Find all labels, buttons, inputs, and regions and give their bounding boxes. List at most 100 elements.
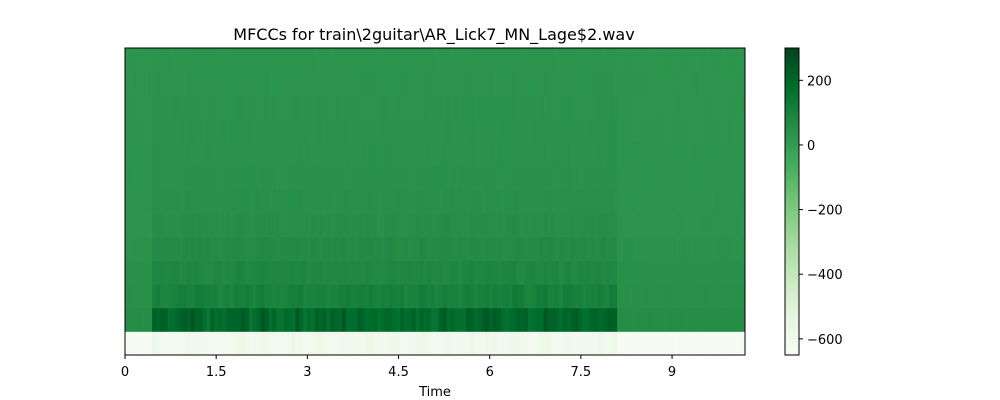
heatmap-cell [477,166,482,191]
heatmap-cell [404,71,409,96]
heatmap-cell [349,166,355,191]
heatmap-cell [349,307,355,332]
heatmap-cell [555,260,560,285]
heatmap-cell [655,95,661,120]
heatmap-cell [559,95,564,120]
heatmap-cell [652,284,657,309]
heatmap-cell [493,213,498,238]
heatmap-cell [206,189,211,214]
heatmap-cell [702,95,707,120]
heatmap-cell [435,189,440,214]
heatmap-cell [698,260,703,285]
heatmap-cell [392,142,397,167]
heatmap-cell [419,260,424,285]
heatmap-cell [485,48,490,73]
heatmap-cell [477,236,482,261]
heatmap-cell [528,189,533,214]
heatmap-cell [125,307,130,332]
heatmap-cell [516,213,521,238]
heatmap-cell [376,236,382,261]
heatmap-cell [190,260,196,285]
heatmap-cell [566,236,572,261]
heatmap-cell [415,213,420,238]
heatmap-cell [729,142,734,167]
heatmap-cell [190,213,196,238]
heatmap-cell [194,71,200,96]
heatmap-cell [613,118,618,143]
heatmap-cell [198,331,203,356]
heatmap-cell [497,331,502,356]
heatmap-cell [175,260,180,285]
heatmap-cell [214,95,219,120]
heatmap-cell [225,95,231,120]
heatmap-cell [438,142,444,167]
heatmap-cell [535,331,541,356]
heatmap-cell [190,307,196,332]
heatmap-cell [311,331,316,356]
heatmap-cell [136,71,141,96]
heatmap-cell [345,142,351,167]
heatmap-cell [555,189,560,214]
heatmap-cell [187,118,192,143]
heatmap-cell [694,236,699,261]
heatmap-cell [508,95,513,120]
heatmap-cell [617,260,622,285]
heatmap-cell [648,213,653,238]
heatmap-cell [524,142,529,167]
heatmap-cell [671,71,676,96]
heatmap-cell [252,260,258,285]
heatmap-cell [225,166,231,191]
heatmap-cell [683,71,688,96]
heatmap-cell [539,236,544,261]
heatmap-cell [551,48,556,73]
x-tick-label: 0 [121,365,129,380]
heatmap-cell [338,213,343,238]
heatmap-cell [241,48,246,73]
heatmap-cell [218,213,223,238]
heatmap-cell [144,260,149,285]
heatmap-cell [159,166,165,191]
heatmap-cell [508,284,513,309]
heatmap-cell [617,166,622,191]
heatmap-cell [466,189,471,214]
heatmap-cell [609,307,614,332]
heatmap-cell [338,189,343,214]
heatmap-cell [683,189,688,214]
heatmap-cell [210,118,215,143]
heatmap-cell [706,118,711,143]
heatmap-cell [156,260,161,285]
heatmap-cell [431,118,436,143]
heatmap-cell [314,118,320,143]
heatmap-cell [679,331,684,356]
heatmap-cell [539,95,544,120]
heatmap-cell [593,189,599,214]
heatmap-cell [632,213,637,238]
heatmap-cell [547,189,552,214]
heatmap-cell [559,260,564,285]
heatmap-cell [144,142,149,167]
heatmap-cell [454,95,459,120]
heatmap-cell [714,95,719,120]
heatmap-cell [512,189,517,214]
heatmap-cell [562,213,568,238]
heatmap-cell [683,331,688,356]
heatmap-cell [733,142,738,167]
heatmap-cell [369,48,374,73]
heatmap-cell [249,118,254,143]
heatmap-cell [714,307,719,332]
heatmap-cell [179,213,184,238]
heatmap-cell [136,189,141,214]
heatmap-cell [543,189,548,214]
heatmap-cell [144,236,149,261]
heatmap-cell [493,48,498,73]
heatmap-cell [663,284,668,309]
heatmap-cell [446,118,451,143]
heatmap-cell [446,166,451,191]
heatmap-cell [283,189,289,214]
heatmap-cell [256,331,262,356]
heatmap-cell [206,236,211,261]
heatmap-cell [462,142,467,167]
heatmap-cell [411,71,417,96]
heatmap-cell [438,260,444,285]
heatmap-cell [725,307,730,332]
